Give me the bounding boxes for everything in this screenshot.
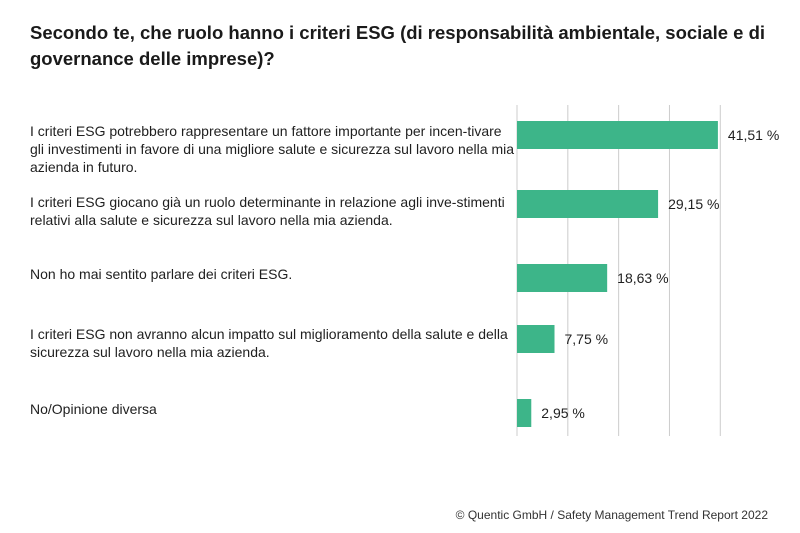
category-label: No/Opinione diversa <box>30 401 157 417</box>
bar <box>517 190 659 218</box>
category-label: I criteri ESG giocano già un ruolo deter… <box>30 194 505 228</box>
data-label: 7,75 % <box>565 331 609 347</box>
data-label: 41,51 % <box>728 127 779 143</box>
data-label: 2,95 % <box>541 405 585 421</box>
chart-title: Secondo te, che ruolo hanno i criteri ES… <box>30 22 766 69</box>
data-label: 18,63 % <box>617 270 668 286</box>
category-label: I criteri ESG potrebbero rappresentare u… <box>30 123 515 175</box>
bar <box>517 121 718 149</box>
data-label: 29,15 % <box>668 196 719 212</box>
bar <box>517 325 555 353</box>
category-label: Non ho mai sentito parlare dei criteri E… <box>30 266 293 282</box>
bar <box>517 399 532 427</box>
bar <box>517 264 608 292</box>
category-label: I criteri ESG non avranno alcun impatto … <box>30 326 508 360</box>
copyright-footer: © Quentic GmbH / Safety Management Trend… <box>455 508 768 522</box>
